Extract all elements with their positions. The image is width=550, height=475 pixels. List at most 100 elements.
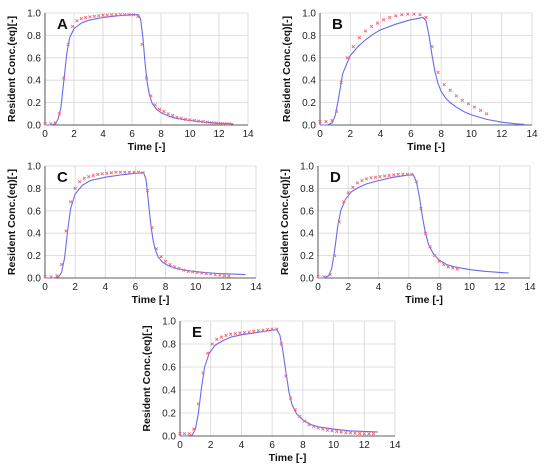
data-point (144, 76, 149, 80)
y-tick-label: 0.0 (162, 432, 176, 443)
data-point-stroke (70, 24, 75, 29)
data-point (183, 117, 188, 122)
data-point-stroke (387, 173, 391, 178)
data-point (270, 327, 274, 331)
data-point-stroke (136, 14, 140, 19)
data-point (210, 121, 214, 125)
data-point-stroke (367, 431, 371, 436)
data-point-stroke (49, 122, 53, 126)
data-point-stroke (328, 272, 332, 277)
data-point (43, 275, 47, 279)
data-point-stroke (114, 170, 118, 174)
data-point-stroke (68, 200, 73, 204)
data-point (127, 12, 131, 17)
data-point-stroke (298, 414, 302, 419)
data-point-stroke (247, 330, 251, 334)
x-tick-label: 10 (328, 440, 340, 451)
x-tick-label: 4 (378, 129, 384, 140)
data-point-stroke (307, 422, 311, 427)
data-point (355, 181, 360, 185)
data-point (412, 12, 416, 16)
data-point (387, 15, 392, 20)
data-point (381, 18, 386, 22)
x-tick-label: 12 (359, 440, 371, 451)
data-point (182, 431, 187, 436)
y-tick-label: 0.0 (302, 121, 316, 132)
data-point-stroke (59, 262, 64, 267)
data-point-stroke (330, 429, 334, 433)
data-point (105, 13, 110, 17)
data-point (192, 118, 197, 123)
data-point-stroke (430, 44, 434, 49)
data-point-stroke (83, 15, 88, 20)
data-point-stroke (227, 122, 231, 126)
data-point (53, 121, 57, 125)
data-point (214, 121, 218, 125)
data-point-stroke (162, 109, 166, 114)
y-tick-label: 0.0 (27, 274, 41, 285)
data-point-stroke (105, 171, 109, 175)
panel-c: 0.0 0.2 0.4 0.6 0.8 1.0 0 2 4 6 8 10 12 14 Time [-] Res… (6, 162, 262, 307)
data-point-stroke (401, 172, 405, 177)
data-point-stroke (251, 329, 256, 334)
data-point (382, 174, 387, 178)
data-point-stroke (77, 179, 82, 184)
data-point-stroke (382, 174, 387, 178)
x-tick-label: 4 (239, 440, 245, 451)
data-point-stroke (478, 108, 483, 113)
data-point-stroke (196, 119, 201, 123)
y-tick-label: 0.8 (302, 31, 316, 42)
data-point (423, 231, 428, 235)
data-point-stroke (195, 270, 199, 275)
x-tick-label: 10 (190, 282, 202, 293)
data-point-stroke (163, 259, 168, 263)
data-point-stroke (91, 173, 95, 178)
data-point-stroke (210, 342, 214, 346)
data-point-stroke (334, 109, 339, 114)
data-point-stroke (204, 271, 208, 276)
data-point-stroke (209, 272, 213, 276)
data-point (105, 171, 109, 175)
panel-letter: C (57, 169, 68, 186)
data-point-stroke (144, 76, 149, 80)
data-point (181, 268, 186, 272)
data-point (109, 12, 114, 17)
data-point (177, 266, 181, 271)
data-point (145, 188, 150, 193)
x-tick-label: 0 (317, 129, 323, 140)
data-point-stroke (293, 407, 297, 412)
data-point-stroke (428, 244, 432, 249)
data-point-stroke (442, 82, 446, 87)
y-tick-label: 0.0 (27, 121, 41, 132)
x-tick-label: 10 (184, 129, 196, 140)
y-tick-label: 0.6 (27, 206, 41, 217)
data-point (436, 70, 440, 75)
data-point (205, 351, 210, 355)
data-point-stroke (192, 427, 196, 431)
data-point (346, 191, 351, 195)
model-fit-line (45, 14, 234, 126)
data-point (205, 120, 210, 124)
data-point-stroke (62, 76, 66, 80)
data-point (188, 118, 192, 122)
data-point-stroke (186, 269, 190, 273)
panel-letter: D (330, 169, 341, 186)
x-tick-label: 6 (129, 129, 135, 140)
data-point-stroke (324, 119, 328, 124)
data-point (64, 229, 68, 233)
y-tick-label: 0.6 (162, 363, 176, 374)
data-point-stroke (132, 170, 136, 174)
data-point-stroke (214, 121, 218, 125)
data-point-stroke (219, 335, 224, 339)
x-tick-label: 14 (524, 282, 536, 293)
data-point-stroke (424, 15, 428, 20)
y-tick-label: 1.0 (300, 162, 314, 173)
y-tick-label: 0.2 (300, 251, 314, 262)
x-tick-label: 6 (269, 440, 275, 451)
data-point-stroke (353, 431, 357, 435)
data-point (288, 396, 293, 400)
x-tick-label: 0 (315, 282, 321, 293)
data-point-stroke (223, 121, 227, 126)
data-point-stroke (168, 262, 172, 267)
data-point (348, 431, 353, 435)
